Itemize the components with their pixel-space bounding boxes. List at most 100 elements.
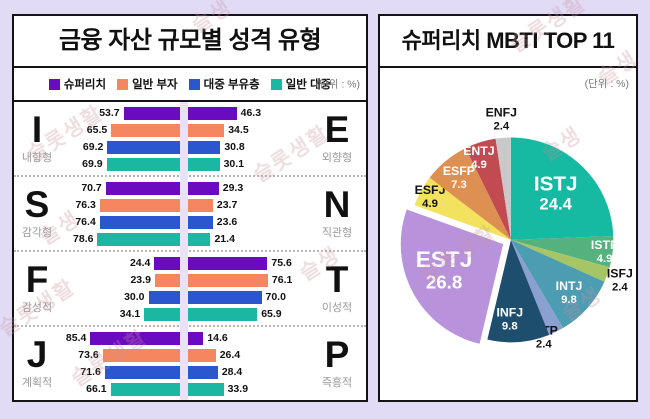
bar-value-right: 46.3 (240, 107, 262, 119)
bar-left-half: 85.4 (60, 331, 180, 345)
dimension-left: I 내향형 (14, 109, 60, 164)
bar-value-left: 73.6 (78, 349, 99, 361)
legend-item: 대중 부유층 (188, 76, 260, 92)
bar-value-right: 34.5 (228, 124, 249, 136)
legend-swatch (117, 78, 129, 90)
dimension-right: N 직관형 (308, 186, 366, 239)
pie-chart: ISTJ24.4ISTP4.9ISFJ2.4INTJ9.8INTP2.4INFJ… (400, 105, 633, 351)
dimension-right: P 즉흥적 (308, 334, 366, 389)
pie-label-istp: ISTP 4.9 (591, 238, 618, 265)
bar-row: 69.2 30.8 (60, 140, 308, 154)
bar-value-right: 30.8 (224, 141, 245, 153)
personality-section: J 계획적 85.4 14.6 73.6 26.4 71.6 28.4 66.1 33.9 P 즉흥적 (14, 325, 366, 400)
bar-chart-title: 금융 자산 규모별 성격 유형 (14, 16, 366, 68)
dimension-left: S 감각형 (14, 184, 60, 239)
bar-left-half: 66.1 (60, 382, 180, 396)
bar-left (104, 365, 180, 379)
bar-right-half: 26.4 (188, 348, 308, 362)
bar-right (188, 290, 262, 304)
pie-chart-title: 슈퍼리치 MBTI TOP 11 (380, 16, 636, 68)
bar-left (90, 331, 180, 345)
bar-right-half: 23.6 (188, 215, 308, 229)
bar-row: 23.9 76.1 (60, 273, 308, 287)
bar-rows: 85.4 14.6 73.6 26.4 71.6 28.4 66.1 33.9 (60, 331, 308, 396)
dimension-letter: I (31, 109, 43, 151)
dimension-sublabel: 직관형 (321, 226, 353, 239)
bar-right (188, 348, 216, 362)
dimension-right: T 이성적 (308, 261, 366, 314)
bar-right-half: 29.3 (188, 181, 308, 195)
bar-row: 69.9 30.1 (60, 157, 308, 171)
dimension-sublabel: 계획적 (21, 376, 53, 389)
pie-chart-card: 슈퍼리치 MBTI TOP 11 (단위 : %) ISTJ 24.4 ISTP 4.… (378, 14, 638, 402)
bar-right-half: 28.4 (188, 365, 308, 379)
personality-section: I 내향형 53.7 46.3 65.5 34.5 69.2 30.8 69.9 30.1 E 외향형 (14, 102, 366, 175)
legend-label: 슈퍼리치 (63, 79, 107, 91)
bar-left (148, 290, 180, 304)
bar-chart-legend: 슈퍼리치 일반 부자 대중 부유층 일반 대중 (단위 : %) (14, 68, 366, 102)
legend-items: 슈퍼리치 일반 부자 대중 부유층 일반 대중 (48, 76, 331, 92)
pie-label-estj: ESTJ 26.8 (416, 247, 473, 293)
bar-value-right: 30.1 (223, 158, 245, 170)
bar-left-half: 24.4 (60, 256, 180, 270)
legend-label: 대중 부유층 (203, 79, 260, 91)
bar-left (105, 181, 180, 195)
pie-slice-isfj (510, 239, 610, 282)
bar-value-right: 21.4 (214, 233, 235, 245)
unit-label-left: (단위 : %) (315, 78, 360, 91)
bar-right (188, 181, 219, 195)
bar-row: 78.6 21.4 (60, 232, 308, 246)
pie-label-esfj: ESFJ 4.9 (415, 183, 446, 210)
pie-slice-istj (510, 137, 614, 240)
bar-value-right: 26.4 (219, 349, 241, 361)
bar-right (188, 232, 211, 246)
bar-rows: 70.7 29.3 76.3 23.7 76.4 23.6 78.6 21.4 (60, 181, 308, 246)
bar-left-half: 65.5 (60, 123, 180, 137)
bar-value-right: 75.6 (271, 257, 292, 269)
pie-label-entj: ENTJ 4.9 (463, 144, 494, 171)
bar-left (111, 123, 180, 137)
bar-right-half: 30.8 (188, 140, 308, 154)
bar-right (188, 273, 268, 287)
bar-left (110, 382, 180, 396)
center-divider (180, 102, 188, 400)
dimension-left: F 감성적 (14, 261, 60, 314)
bar-left (144, 307, 180, 321)
bar-value-right: 23.6 (216, 216, 238, 228)
bar-left-half: 23.9 (60, 273, 180, 287)
bar-value-left: 69.2 (82, 141, 104, 153)
pie-label-isfj: ISFJ 2.4 (607, 266, 633, 293)
bar-right (188, 382, 224, 396)
dimension-sublabel: 감성적 (21, 301, 53, 314)
legend-item: 슈퍼리치 (48, 76, 107, 92)
bar-row: 53.7 46.3 (60, 106, 308, 120)
bar-right-half: 30.1 (188, 157, 308, 171)
bar-row: 34.1 65.9 (60, 307, 308, 321)
dimension-sublabel: 외향형 (321, 151, 353, 164)
bar-left-half: 53.7 (60, 106, 180, 120)
pie-slice-esfp (429, 148, 511, 240)
bar-row: 76.3 23.7 (60, 198, 308, 212)
bar-right (188, 215, 213, 229)
bar-left (99, 198, 180, 212)
bar-left (106, 157, 180, 171)
bar-left-half: 73.6 (60, 348, 180, 362)
bar-right-half: 34.5 (188, 123, 308, 137)
dimension-letter: P (324, 334, 350, 376)
bar-row: 30.0 70.0 (60, 290, 308, 304)
bar-row: 85.4 14.6 (60, 331, 308, 345)
bar-row: 71.6 28.4 (60, 365, 308, 379)
bar-right (188, 198, 213, 212)
bar-left (99, 215, 180, 229)
bar-left (154, 256, 180, 270)
bar-value-left: 34.1 (119, 308, 141, 320)
pie-slice-estj (400, 209, 504, 344)
bar-value-left: 78.6 (73, 233, 94, 245)
pie-slice-infj (487, 239, 550, 343)
legend-item: 일반 대중 (270, 76, 331, 92)
dimension-letter: S (24, 184, 50, 226)
pie-slice-esfj (414, 177, 511, 240)
bar-left-half: 30.0 (60, 290, 180, 304)
bar-right (188, 307, 258, 321)
pie-slice-entj (465, 138, 511, 240)
